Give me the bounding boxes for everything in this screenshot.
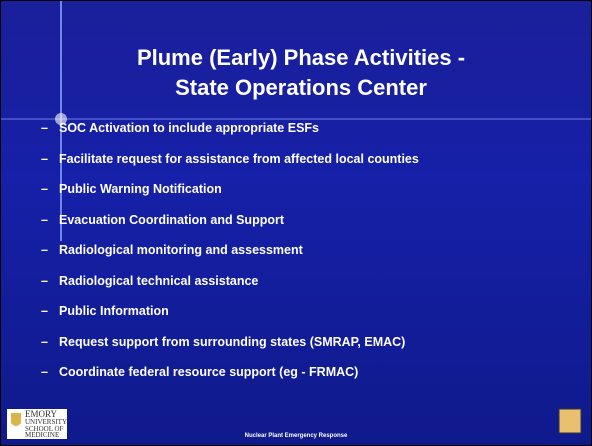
bullet-item: – Request support from surrounding states… xyxy=(41,335,419,366)
bullet-text: Public Information xyxy=(59,304,169,318)
bullet-item: – Evacuation Coordination and Support xyxy=(41,213,419,244)
bullet-item: – Facilitate request for assistance from … xyxy=(41,152,419,183)
logo-text: MEDICINE xyxy=(25,431,60,439)
bullet-text: Request support from surrounding states … xyxy=(59,334,406,349)
bullet-item: – Public Warning Notification xyxy=(41,182,419,213)
bullet-text: Facilitate request for assistance from a… xyxy=(59,151,419,166)
flare xyxy=(55,113,67,125)
bullet-marker: – xyxy=(41,212,48,227)
bullet-marker: – xyxy=(41,151,48,166)
bullet-marker: – xyxy=(41,304,48,318)
bullet-marker: – xyxy=(41,243,48,257)
bullet-text: Coordinate federal resource support (eg … xyxy=(59,365,359,379)
bullet-item: – Coordinate federal resource support (eg… xyxy=(41,365,419,396)
bullet-item: – SOC Activation to include appropriate E… xyxy=(41,121,419,152)
bullet-marker: – xyxy=(41,273,48,288)
bullet-marker: – xyxy=(41,334,48,349)
bullet-list: – SOC Activation to include appropriate E… xyxy=(41,121,419,396)
bullet-text: Radiological technical assistance xyxy=(59,273,259,288)
bullet-text: Evacuation Coordination and Support xyxy=(59,212,284,227)
bullet-marker: – xyxy=(41,121,48,135)
bullet-marker: – xyxy=(41,182,48,196)
bullet-item: – Radiological monitoring and assessment xyxy=(41,243,419,274)
shield xyxy=(11,413,21,426)
logo-text: EMORY xyxy=(25,409,58,419)
bullet-text: SOC Activation to include appropriate ES… xyxy=(59,121,319,135)
title-line: State Operations Center xyxy=(175,75,427,100)
bullet-marker: – xyxy=(41,365,48,379)
logo: EMORY UNIVERSITY SCHOOL OF MEDICINE xyxy=(25,410,67,439)
title-line: Plume (Early) Phase Activities - xyxy=(136,45,466,70)
bullet-item: – Public Information xyxy=(41,304,419,335)
bullet-text: Radiological monitoring and assessment xyxy=(59,243,303,257)
icon xyxy=(558,408,582,434)
footer: Nuclear Plant Emergency Response xyxy=(244,433,348,439)
bullet-text: Public Warning Notification xyxy=(59,182,222,196)
logo-text: UNIVERSITY xyxy=(25,418,67,426)
logo-text: SCHOOL OF xyxy=(25,424,64,433)
bullet-item: – Radiological technical assistance xyxy=(41,274,419,305)
